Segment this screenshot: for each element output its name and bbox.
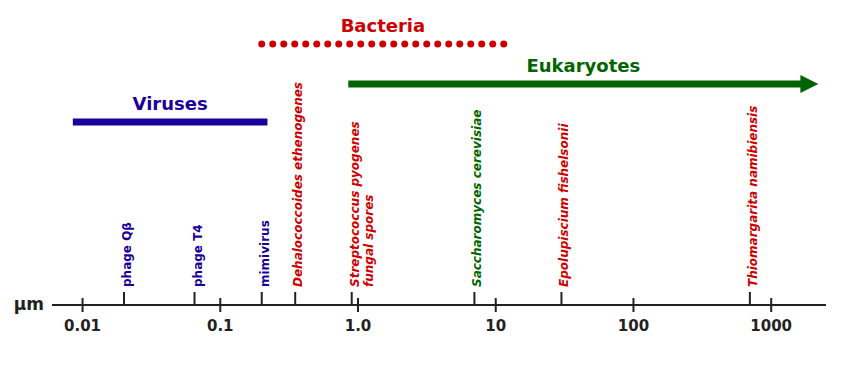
annotation-line: phage Qβ [120, 222, 134, 287]
annotation-tick [473, 292, 475, 305]
series-label: Eukaryotes [526, 55, 640, 76]
annotation: Saccharomyces cerevisiae [470, 110, 484, 287]
annotation-line: Streptococcus pyogenes [348, 121, 362, 287]
series-label: Viruses [133, 93, 208, 114]
tick-label: 10 [485, 317, 506, 335]
annotation: phage T4 [191, 224, 205, 287]
annotation-tick [261, 292, 263, 305]
annotation: Thiomargarita namibiensis [746, 106, 760, 287]
annotation-tick [123, 292, 125, 305]
tick-mark [219, 298, 221, 312]
annotation-tick [351, 292, 353, 305]
annotation-line: Dehalococcoides ethenogenes [291, 82, 305, 287]
annotation: Streptococcus pyogenesfungal spores [348, 121, 376, 287]
range-line [73, 119, 268, 126]
tick-mark [82, 298, 84, 312]
tick-mark [495, 298, 497, 312]
annotation-line: mimivirus [258, 220, 272, 287]
tick-mark [357, 298, 359, 312]
range-arrow [348, 75, 818, 93]
annotation-line: Epolupiscium fishelsonii [557, 123, 571, 287]
tick-label: 1000 [750, 317, 792, 335]
plot-area [73, 44, 819, 122]
axis-unit: μm [14, 294, 44, 314]
annotation: mimivirus [258, 220, 272, 287]
tick-mark [632, 298, 634, 312]
annotation-line: fungal spores [362, 195, 376, 287]
annotation: Epolupiscium fishelsonii [557, 123, 571, 287]
range-line [262, 41, 504, 48]
annotation-line: phage T4 [191, 224, 205, 287]
annotation-tick [749, 292, 751, 305]
annotation-tick [194, 292, 196, 305]
annotation-tick [294, 292, 296, 305]
annotation-tick [560, 292, 562, 305]
annotation: Dehalococcoides ethenogenes [291, 82, 305, 287]
tick-label: 0.1 [207, 317, 234, 335]
annotation-line: Thiomargarita namibiensis [746, 106, 760, 287]
range-line [348, 81, 802, 88]
tick-label: 100 [618, 317, 649, 335]
tick-label: 0.01 [64, 317, 101, 335]
series-label: Bacteria [341, 15, 426, 36]
x-axis-line [52, 304, 826, 306]
chart: μm 0.01 0.1 1.0 10 100 1000 Viruses Bacteria Euka… [0, 0, 844, 369]
tick-mark [770, 298, 772, 312]
annotation-line: Saccharomyces cerevisiae [470, 110, 484, 287]
tick-label: 1.0 [345, 317, 372, 335]
annotation: phage Qβ [120, 222, 134, 287]
arrow-head [800, 75, 818, 93]
